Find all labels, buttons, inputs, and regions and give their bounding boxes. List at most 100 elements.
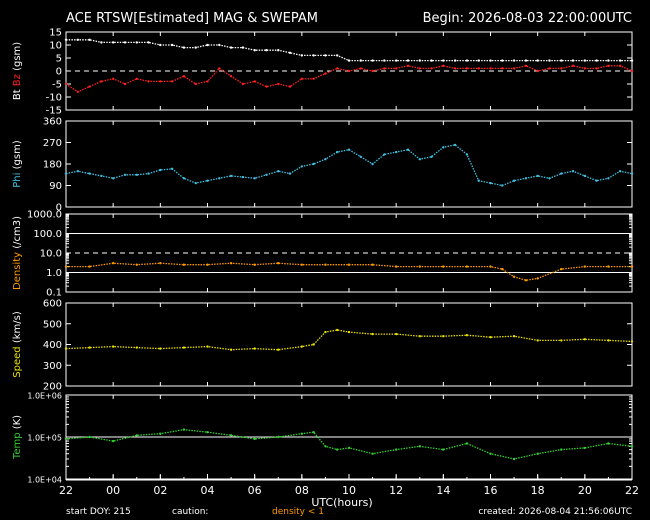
- data-point: [324, 330, 327, 334]
- data-point: [64, 82, 68, 86]
- data-point: [583, 446, 586, 450]
- data-point: [170, 80, 174, 83]
- data-point: [512, 67, 516, 70]
- y-axis-label: Bt Bz (gsm): [12, 42, 23, 100]
- data-point: [560, 339, 563, 342]
- data-point: [571, 59, 575, 62]
- data-point: [76, 38, 80, 41]
- data-point: [548, 59, 551, 62]
- data-point: [147, 80, 150, 83]
- y-axis-label: Speed (km/s): [12, 311, 23, 378]
- data-point: [135, 41, 138, 44]
- data-point: [512, 275, 516, 278]
- data-point: [607, 59, 610, 62]
- y-tick-label: -5: [52, 80, 62, 91]
- data-point: [453, 67, 457, 70]
- data-point: [418, 67, 421, 70]
- data-point: [253, 347, 256, 350]
- series-temp-line: [65, 428, 633, 460]
- data-point: [560, 267, 563, 271]
- data-point: [630, 59, 634, 62]
- y-axis-label-name: Speed: [12, 346, 23, 377]
- data-point: [524, 59, 528, 62]
- data-point: [560, 172, 563, 175]
- data-point: [76, 170, 80, 173]
- caution-note: density < 1: [272, 507, 324, 517]
- data-point: [241, 82, 245, 86]
- data-point: [347, 446, 351, 450]
- begin-time: Begin: 2026-08-03 22:00:00UTC: [423, 11, 632, 26]
- data-point: [607, 339, 610, 342]
- data-point: [465, 153, 469, 156]
- data-point: [395, 67, 398, 70]
- data-point: [300, 432, 303, 435]
- x-tick-label: 22: [59, 484, 73, 497]
- series-speed-line: [65, 329, 633, 351]
- data-point: [206, 263, 209, 266]
- data-point: [465, 265, 469, 268]
- data-point: [229, 46, 233, 49]
- x-tick-label: 06: [248, 484, 262, 497]
- data-point: [170, 43, 174, 47]
- data-point: [548, 177, 551, 180]
- data-point: [253, 263, 256, 266]
- data-point: [418, 445, 421, 448]
- data-point: [383, 153, 386, 156]
- data-point: [112, 77, 115, 81]
- data-point: [253, 177, 256, 180]
- x-tick-label: 10: [342, 484, 356, 497]
- data-point: [229, 262, 233, 265]
- data-point: [465, 442, 469, 445]
- data-point: [371, 69, 374, 73]
- data-point: [159, 262, 162, 265]
- data-point: [88, 346, 91, 349]
- y-axis-label-name: Density: [12, 252, 23, 290]
- data-point: [135, 434, 138, 437]
- data-point: [465, 334, 469, 337]
- data-point: [630, 69, 634, 73]
- data-point: [359, 155, 362, 158]
- data-point: [560, 59, 563, 62]
- y-tick-label: 0: [56, 67, 62, 78]
- y-tick-label: 200: [43, 382, 62, 393]
- data-point: [501, 267, 504, 271]
- data-point: [607, 177, 610, 180]
- data-point: [206, 43, 209, 47]
- data-point: [265, 85, 268, 88]
- x-tick-label: 20: [578, 484, 592, 497]
- data-point: [182, 46, 186, 49]
- panel-temp: 1.0E+04 1.0E+05 1.0E+06 Temp (K): [12, 392, 634, 485]
- data-point: [418, 59, 421, 62]
- data-point: [312, 77, 315, 81]
- data-point: [512, 179, 516, 182]
- y-tick-label: 100.0: [33, 229, 62, 240]
- data-point: [312, 162, 315, 166]
- data-point: [371, 162, 374, 166]
- data-point: [277, 435, 280, 439]
- data-point: [583, 67, 586, 70]
- y-axis-label-part: (gsm): [12, 42, 23, 74]
- data-point: [265, 173, 268, 176]
- y-axis-label-part: Bt: [12, 89, 23, 100]
- data-point: [135, 263, 138, 266]
- data-point: [406, 148, 410, 151]
- data-point: [159, 432, 162, 435]
- data-point: [147, 41, 150, 44]
- data-point: [159, 168, 162, 172]
- data-point: [100, 80, 103, 83]
- data-point: [595, 59, 598, 62]
- y-tick-label: 500: [43, 319, 62, 330]
- data-point: [277, 49, 280, 52]
- y-tick-label: -15: [46, 106, 62, 117]
- data-point: [477, 59, 480, 62]
- data-point: [395, 59, 398, 62]
- data-point: [324, 158, 327, 161]
- data-point: [453, 143, 457, 147]
- data-point: [630, 172, 634, 175]
- y-axis-label-name: Temp: [12, 432, 23, 460]
- data-point: [501, 67, 504, 70]
- data-point: [536, 277, 539, 280]
- data-point: [560, 448, 563, 451]
